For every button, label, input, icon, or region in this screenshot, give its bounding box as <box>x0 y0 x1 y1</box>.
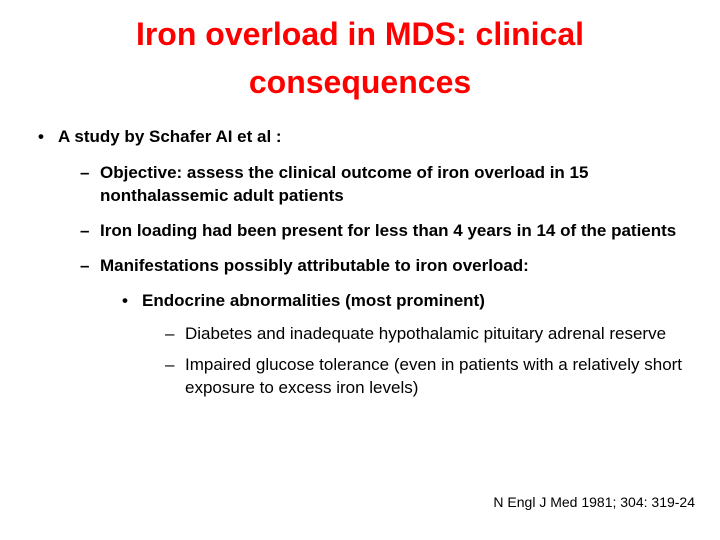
bullet-level2-objective: Objective: assess the clinical outcome o… <box>30 162 690 208</box>
bullet-level3-endocrine: Endocrine abnormalities (most prominent) <box>30 290 690 313</box>
bullet-level1: A study by Schafer AI et al : <box>30 126 690 148</box>
bullet-level4-diabetes: Diabetes and inadequate hypothalamic pit… <box>30 323 690 346</box>
bullet-level2-manifestations: Manifestations possibly attributable to … <box>30 255 690 278</box>
bullet-level2-loading: Iron loading had been present for less t… <box>30 220 690 243</box>
slide-container: Iron overload in MDS: clinical consequen… <box>0 0 720 540</box>
slide-title: Iron overload in MDS: clinical consequen… <box>30 10 690 106</box>
citation-text: N Engl J Med 1981; 304: 319-24 <box>493 494 695 510</box>
bullet-level4-glucose: Impaired glucose tolerance (even in pati… <box>30 354 690 400</box>
